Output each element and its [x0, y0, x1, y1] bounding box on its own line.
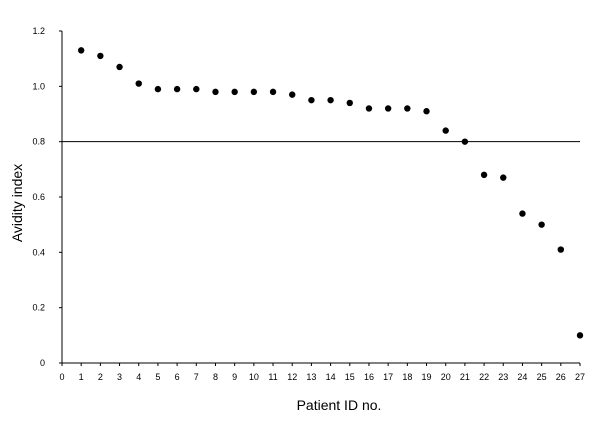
x-tick-label: 12	[287, 372, 297, 382]
data-point	[538, 221, 545, 228]
data-point	[250, 88, 258, 96]
x-tick-label: 20	[441, 372, 451, 382]
data-point	[154, 85, 162, 93]
x-tick-label: 15	[345, 372, 355, 382]
x-axis-title: Patient ID no.	[297, 397, 382, 413]
x-tick-label: 10	[249, 372, 259, 382]
x-tick-label: 5	[155, 372, 160, 382]
y-tick-label: 0	[40, 358, 45, 368]
x-axis-ticks: 0 1 2 3 4 5 6 7 8 9 10 11 12 13 14 15 16 17 18 19 20 21 22 23 24…	[59, 363, 585, 382]
data-point	[461, 138, 469, 145]
x-tick-label: 16	[364, 372, 374, 382]
data-point	[77, 47, 85, 54]
data-point	[519, 210, 526, 217]
x-tick-label: 6	[175, 372, 180, 382]
x-tick-label: 21	[460, 372, 470, 382]
data-point	[576, 332, 584, 339]
y-tick-label: 0.4	[32, 247, 45, 257]
x-tick-label: 18	[402, 372, 412, 382]
data-point	[404, 105, 411, 112]
x-tick-label: 24	[517, 372, 527, 382]
x-tick-label: 2	[98, 372, 103, 382]
y-axis-title: Avidity index	[9, 164, 25, 242]
x-tick-label: 1	[79, 372, 84, 382]
x-tick-label: 26	[556, 372, 566, 382]
data-point	[289, 91, 296, 98]
x-tick-label: 13	[306, 372, 316, 382]
data-point	[384, 105, 392, 112]
x-tick-label: 7	[194, 372, 199, 382]
data-point	[365, 105, 373, 112]
y-tick-label: 1.0	[32, 81, 45, 91]
data-point	[442, 127, 449, 134]
data-point	[480, 171, 488, 179]
data-point	[557, 246, 565, 253]
y-axis-ticks: 0 0.2 0.4 0.6 0.8 1.0 1.2	[32, 26, 62, 368]
x-tick-label: 9	[232, 372, 237, 382]
data-point	[327, 96, 334, 104]
x-tick-label: 4	[136, 372, 141, 382]
x-tick-label: 8	[213, 372, 218, 382]
x-tick-label: 11	[268, 372, 277, 382]
data-point	[97, 52, 104, 60]
y-tick-label: 0.6	[32, 192, 45, 202]
data-point	[500, 174, 507, 181]
data-point	[212, 88, 219, 96]
data-point	[269, 88, 277, 96]
data-point	[135, 80, 142, 87]
data-point	[193, 85, 200, 93]
data-point	[173, 85, 181, 93]
x-tick-label: 25	[537, 372, 547, 382]
x-tick-label: 27	[575, 372, 585, 382]
x-tick-label: 17	[383, 372, 393, 382]
data-point	[308, 96, 315, 104]
x-tick-label: 14	[326, 372, 336, 382]
y-tick-label: 0.8	[32, 137, 45, 147]
y-tick-label: 1.2	[32, 26, 45, 36]
x-tick-label: 23	[498, 372, 508, 382]
x-tick-label: 22	[479, 372, 489, 382]
x-tick-label: 0	[59, 372, 64, 382]
x-tick-label: 19	[422, 372, 432, 382]
x-tick-label: 3	[117, 372, 122, 382]
data-points	[77, 47, 584, 339]
y-tick-label: 0.2	[32, 303, 45, 313]
data-point	[231, 88, 238, 96]
data-point	[423, 108, 430, 115]
data-point	[346, 99, 353, 107]
data-point	[116, 63, 123, 71]
